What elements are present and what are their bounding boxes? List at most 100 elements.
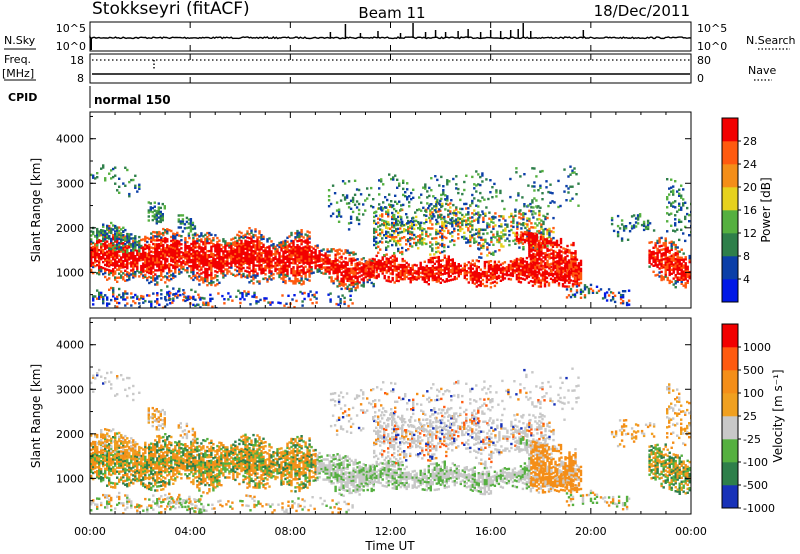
heatmap-cell [522,246,525,249]
heatmap-cell [226,250,229,253]
heatmap-cell [486,242,489,245]
heatmap-cell [240,265,243,269]
heatmap-cell [431,264,434,268]
heatmap-cell [322,272,325,275]
heatmap-cell [575,278,579,281]
heatmap-cell [352,257,355,260]
heatmap-cell [407,273,410,276]
heatmap-cell [536,261,539,265]
heatmap-cell [116,227,119,230]
heatmap-cell [300,251,303,254]
heatmap-cell [196,249,199,253]
heatmap-cell [536,263,539,267]
heatmap-cell [568,273,571,276]
heatmap-cell [411,225,414,228]
heatmap-cell [298,237,301,240]
heatmap-cell [186,298,189,302]
heatmap-cell [247,292,250,296]
heatmap-cell [493,272,497,275]
heatmap-cell [237,289,240,292]
heatmap-cell [309,290,312,293]
heatmap-cell [395,235,398,239]
heatmap-cell [148,257,151,261]
heatmap-cell [144,253,147,257]
heatmap-cell [290,267,293,271]
heatmap-cell [244,253,247,256]
heatmap-cell [515,233,519,236]
heatmap-cell [166,246,169,249]
heatmap-cell [186,253,189,256]
heatmap-cell [188,254,191,258]
heatmap-cell [471,275,474,278]
heatmap-cell [200,260,203,263]
heatmap-cell [569,287,573,291]
heatmap-cell [443,243,446,247]
heatmap-cell [338,256,341,259]
heatmap-cell [417,241,420,244]
heatmap-cell [556,274,559,277]
heatmap-cell [164,237,167,240]
heatmap-cell [164,239,167,242]
heatmap-cell [373,231,376,235]
heatmap-cell [485,276,489,280]
heatmap-cell [660,266,663,270]
heatmap-cell [574,258,577,261]
heatmap-cell [254,256,257,259]
heatmap-cell [391,270,394,274]
heatmap-cell [407,277,410,280]
heatmap-cell [268,257,271,260]
heatmap-cell [126,241,129,244]
heatmap-cell [142,295,145,298]
heatmap-cell [260,246,263,249]
heatmap-cell [244,239,247,242]
heatmap-cell [488,211,491,214]
heatmap-cell [577,266,581,269]
heatmap-cell [441,265,444,268]
heatmap-cell [144,257,147,261]
heatmap-cell [140,272,143,276]
heatmap-cell [544,272,547,275]
heatmap-cell [180,243,183,246]
heatmap-cell [347,202,351,205]
heatmap-cell [176,233,179,237]
heatmap-cell [94,258,97,262]
heatmap-cell [278,243,281,247]
heatmap-cell [407,226,410,229]
heatmap-cell [441,269,444,272]
heatmap-cell [395,229,398,233]
heatmap-cell [666,268,669,271]
heatmap-cell [484,214,487,217]
heatmap-cell [130,237,133,240]
heatmap-cell [191,227,195,231]
heatmap-cell [507,267,511,271]
heatmap-cell [302,236,305,239]
heatmap-cell [398,184,401,187]
heatmap-cell [166,260,169,263]
heatmap-cell [124,298,127,301]
heatmap-cell [431,256,434,260]
heatmap-cell [431,268,434,272]
heatmap-cell [248,253,251,256]
heatmap-cell [372,282,375,286]
heatmap-cell [336,285,339,288]
heatmap-cell [130,265,133,268]
heatmap-cell [126,246,129,250]
heatmap-cell [126,251,129,254]
heatmap-cell [397,219,400,223]
heatmap-cell [544,262,547,265]
heatmap-cell [543,240,547,243]
heatmap-cell [409,279,412,282]
heatmap-cell [494,216,497,219]
heatmap-cell [100,266,103,269]
heatmap-cell [254,252,257,255]
heatmap-cell [670,280,673,283]
heatmap-cell [198,296,201,299]
heatmap-cell [407,265,410,268]
heatmap-cell [535,235,539,238]
heatmap-cell [668,263,671,267]
heatmap-cell [519,234,523,237]
heatmap-cell [435,202,438,206]
heatmap-cell [532,246,535,249]
heatmap-cell [569,273,573,276]
heatmap-cell [96,235,99,239]
